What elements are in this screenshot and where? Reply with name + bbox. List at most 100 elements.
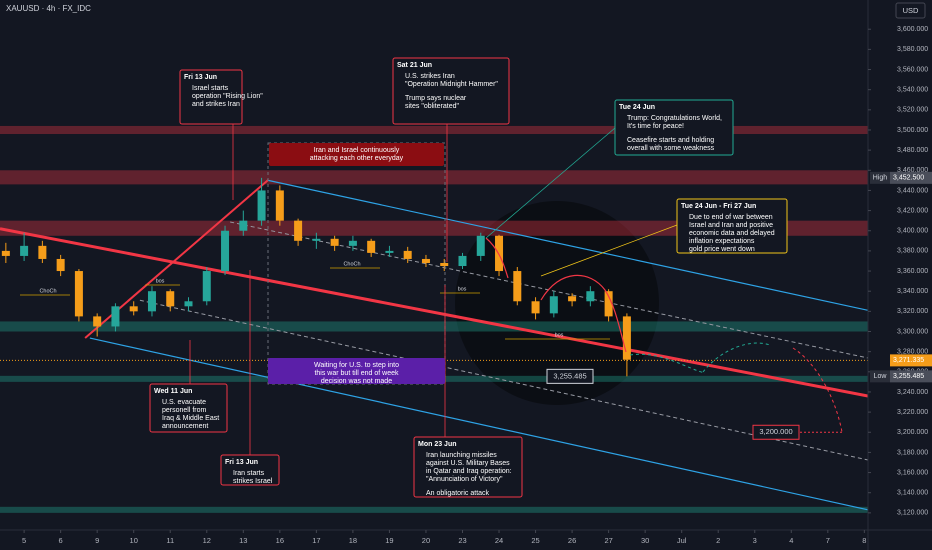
marker-label: ChoCh xyxy=(39,288,56,294)
x-tick-label: 24 xyxy=(495,536,503,545)
annotation-title: Fri 13 Jun xyxy=(225,459,258,466)
candle-body xyxy=(440,262,449,267)
annotation-box xyxy=(392,57,510,125)
price-zone xyxy=(0,506,868,513)
annotation-line: Israel starts xyxy=(192,85,229,92)
x-tick-label: 20 xyxy=(422,536,430,545)
y-tick-label: 3,400.000 xyxy=(897,228,928,235)
annotation-line: U.S. evacuate xyxy=(162,399,206,406)
connector xyxy=(540,224,678,277)
candle-body xyxy=(20,245,29,256)
candle-body xyxy=(202,271,211,302)
y-tick-label: 3,520.000 xyxy=(897,107,928,114)
candle-body xyxy=(403,250,412,259)
annotation-line: Iran launching missiles xyxy=(426,452,497,459)
x-tick-label: 5 xyxy=(22,536,26,545)
marker-label: bos xyxy=(156,278,165,284)
x-tick-label: 12 xyxy=(203,536,211,545)
price-label: 3,271.335 xyxy=(893,357,924,364)
y-tick-label: 3,600.000 xyxy=(897,26,928,33)
candle-body xyxy=(147,291,156,312)
price-label-box xyxy=(890,370,932,383)
annotation-line: Trump says nuclear xyxy=(405,95,467,102)
y-tick-label: 3,180.000 xyxy=(897,449,928,456)
candle-body xyxy=(275,190,284,221)
target-box xyxy=(752,424,800,440)
y-tick-label: 3,360.000 xyxy=(897,268,928,275)
annotation-line: Due to end of war between xyxy=(689,214,773,221)
price-label-box xyxy=(890,354,932,367)
x-tick-label: 8 xyxy=(862,536,866,545)
x-tick-label: 4 xyxy=(789,536,793,545)
candle-body xyxy=(93,316,102,327)
annotation-title: Tue 24 Jun xyxy=(619,104,655,111)
candle-body xyxy=(586,291,595,302)
x-tick-label: 2 xyxy=(716,536,720,545)
annotation-line: An obligatoric attack xyxy=(426,490,490,497)
path-curve xyxy=(485,237,509,279)
candle-body xyxy=(312,238,321,241)
x-tick-label: 26 xyxy=(568,536,576,545)
y-tick-label: 3,160.000 xyxy=(897,469,928,476)
currency-label[interactable]: USD xyxy=(903,6,919,15)
annotation-box xyxy=(220,454,280,486)
annotation-line: against U.S. Military Bases xyxy=(426,460,510,467)
candle-body xyxy=(330,238,339,246)
y-tick-label: 3,380.000 xyxy=(897,248,928,255)
candle-body xyxy=(111,306,120,327)
annotation-line: gold price went down xyxy=(689,246,755,253)
annotation-line: this war but till end of week xyxy=(314,370,399,377)
trend-line xyxy=(139,299,868,461)
annotation-box xyxy=(269,143,444,166)
annotation-line: Iraq & Middle East xyxy=(162,415,219,422)
candle-body xyxy=(1,250,10,256)
annotation-title: Fri 13 Jun xyxy=(184,74,217,81)
price-label-tag xyxy=(870,171,890,184)
annotation-line: Iran and Israel continuously xyxy=(314,147,400,154)
annotation-line: It's time for peace! xyxy=(627,123,684,130)
annotation-box xyxy=(614,99,734,156)
price-zone xyxy=(0,170,868,185)
annotation-line: "Annunciation of Victory" xyxy=(426,476,503,483)
candle-body xyxy=(531,301,540,314)
x-tick-label: 25 xyxy=(531,536,539,545)
annotation-line: and strikes Iran xyxy=(192,101,240,108)
annotation-line: personell from xyxy=(162,407,207,414)
y-tick-label: 3,200.000 xyxy=(897,429,928,436)
candle-body xyxy=(184,301,193,307)
candle-body xyxy=(239,220,248,231)
candle-body xyxy=(221,230,230,272)
price-label-box xyxy=(890,171,932,184)
annotation-title: Sat 21 Jun xyxy=(397,62,432,69)
y-tick-label: 3,320.000 xyxy=(897,308,928,315)
candle-body xyxy=(568,296,577,302)
annotation-line: economic data and delayed xyxy=(689,230,775,237)
y-tick-label: 3,140.000 xyxy=(897,490,928,497)
annotation-box xyxy=(413,436,523,498)
currency-button[interactable] xyxy=(895,2,926,19)
price-zone xyxy=(0,321,868,332)
price-zone xyxy=(0,125,868,135)
x-tick-label: 11 xyxy=(166,536,174,545)
candle-body xyxy=(257,190,266,221)
price-label-tag xyxy=(870,370,890,383)
x-tick-label: 27 xyxy=(604,536,612,545)
y-tick-label: 3,440.000 xyxy=(897,187,928,194)
x-tick-label: Jul xyxy=(677,536,687,545)
target-label: 3,255.485 xyxy=(553,371,586,380)
annotation-line: Iran starts xyxy=(233,470,265,477)
y-tick-label: 3,300.000 xyxy=(897,328,928,335)
annotation-line: inflation expectations xyxy=(689,238,755,245)
annotation-title: Wed 11 Jun xyxy=(154,388,192,395)
price-label-name: Low xyxy=(874,373,888,380)
x-tick-label: 23 xyxy=(458,536,466,545)
annotation-line: attacking each other everyday xyxy=(310,155,404,162)
annotation-line: sites "obliterated" xyxy=(405,103,460,110)
annotation-line: "Operation Midnight Hammer" xyxy=(405,81,498,88)
annotation-line: Trump: Congratulations World, xyxy=(627,115,722,122)
y-tick-label: 3,480.000 xyxy=(897,147,928,154)
x-tick-label: 30 xyxy=(641,536,649,545)
trend-line xyxy=(0,227,868,398)
